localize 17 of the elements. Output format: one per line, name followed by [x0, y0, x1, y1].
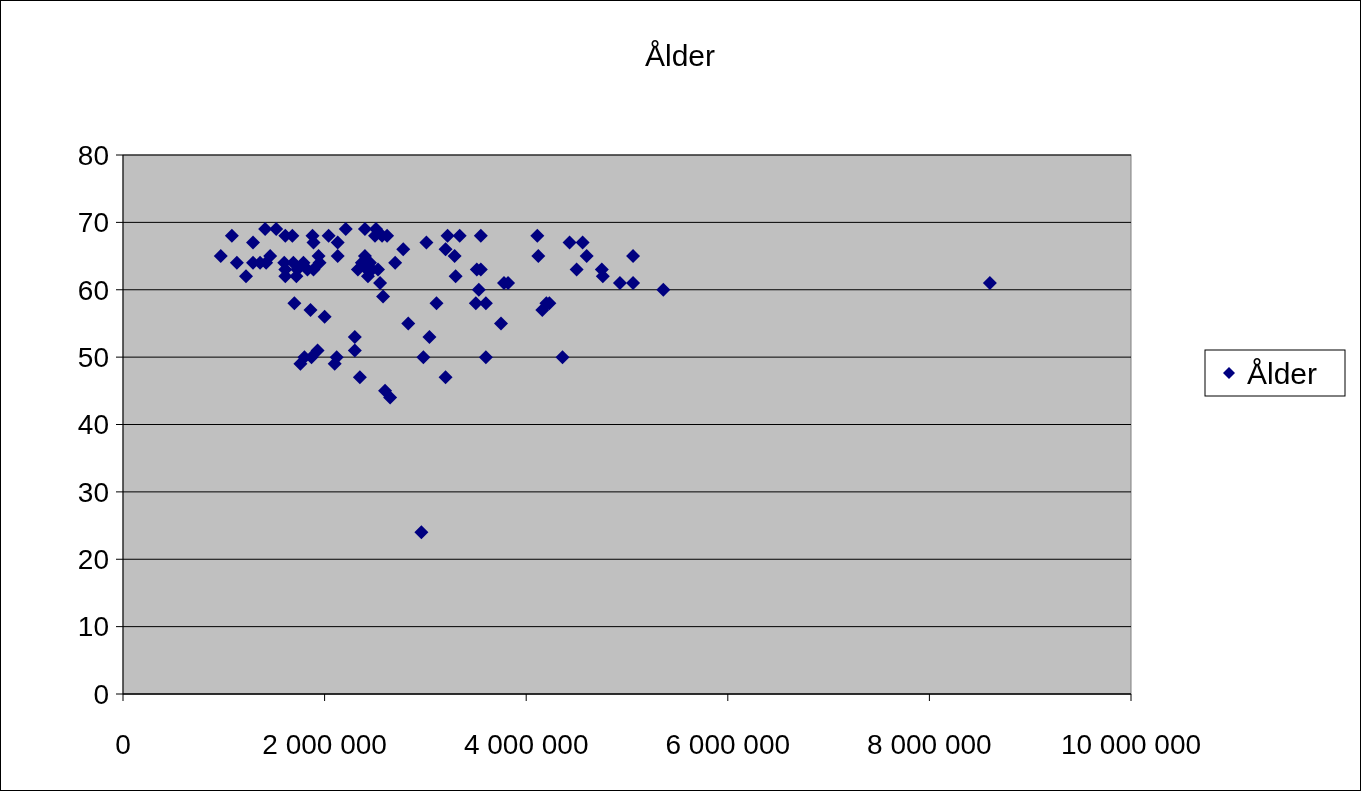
y-tick-label: 70 [77, 207, 109, 239]
x-tick-label: 4 000 000 [463, 729, 589, 760]
y-tick-label: 80 [77, 139, 109, 171]
x-tick-label: 8 000 000 [867, 729, 992, 760]
chart-title: Ålder [644, 39, 716, 72]
y-tick-label: 10 [77, 611, 109, 643]
y-tick-label: 40 [77, 409, 109, 441]
y-tick-label: 20 [77, 544, 109, 576]
legend-label: Ålder [1247, 356, 1318, 390]
y-tick-label: 60 [77, 274, 109, 306]
y-tick-label: 0 [93, 678, 109, 710]
y-tick-label: 50 [77, 341, 109, 373]
x-tick-label: 6 000 000 [665, 729, 791, 760]
x-tick-label: 2 000 000 [262, 729, 387, 760]
x-tick-label: 0 [115, 729, 131, 760]
y-tick-label: 30 [77, 476, 109, 508]
x-tick-label: 10 000 000 [1060, 729, 1202, 760]
